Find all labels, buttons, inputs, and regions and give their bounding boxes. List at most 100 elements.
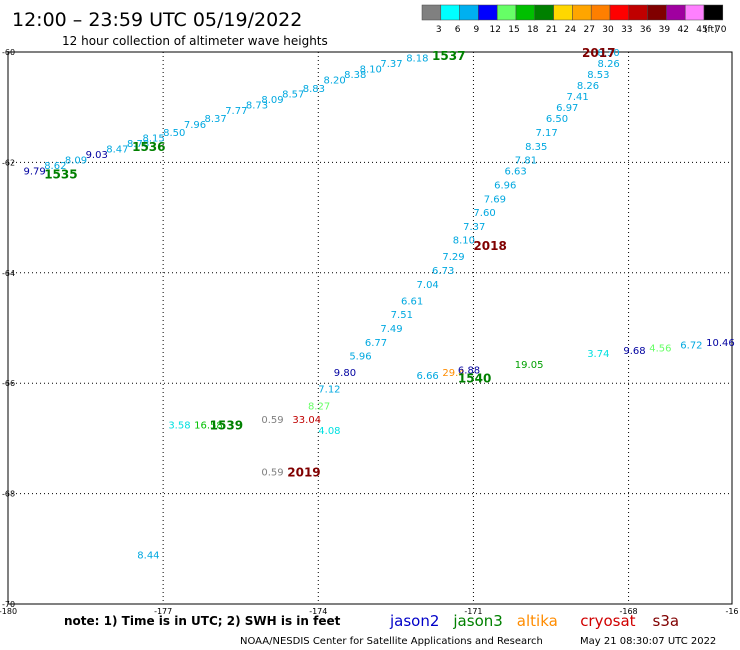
- wave-height-label: 8.53: [587, 70, 609, 81]
- wave-height-label: 3.74: [587, 349, 609, 360]
- colorbar-tick: 24: [565, 25, 577, 35]
- wave-height-points: 9.798.628.099.038.478.788.158.507.968.37…: [24, 48, 735, 561]
- wave-height-label: 4.56: [649, 343, 671, 354]
- satellite-legend-item: cryosat: [580, 612, 635, 630]
- wave-height-label: 3.58: [168, 421, 190, 432]
- wave-height-label: 8.18: [406, 54, 428, 65]
- colorbar-swatch: [609, 4, 630, 21]
- x-tick-label: -174: [309, 607, 327, 616]
- wave-height-label: 8.15: [142, 134, 164, 145]
- satellite-legend-item: s3a: [653, 612, 680, 630]
- wave-height-label: 4.08: [318, 426, 340, 437]
- colorbar-swatch: [703, 4, 724, 21]
- wave-height-label: 7.96: [184, 120, 206, 131]
- pass-number-label: 1537: [432, 49, 465, 63]
- wave-height-label: 29.4: [442, 368, 464, 379]
- colorbar-swatch: [534, 4, 554, 21]
- pass-number-label: 2019: [287, 466, 320, 480]
- wave-height-label: 7.37: [380, 59, 402, 70]
- colorbar-tick: 45: [696, 25, 707, 35]
- wave-height-label: 8.73: [246, 100, 268, 111]
- wave-height-label: 8.83: [303, 84, 325, 95]
- colorbar-legend: 3 6 9 12 15 18 21 24 27 30 33 36 39 42 45 70: [421, 4, 727, 35]
- wave-height-label: 8.57: [282, 89, 304, 100]
- footer-credit: NOAA/NESDIS Center for Satellite Applica…: [240, 636, 543, 647]
- wave-height-label: 8.20: [323, 76, 345, 87]
- colorbar-swatch: [684, 4, 705, 21]
- wave-height-label: 7.29: [442, 252, 464, 263]
- colorbar-tick: 27: [583, 25, 594, 35]
- colorbar-swatch: [421, 4, 442, 21]
- colorbar-tick: 3: [436, 25, 442, 35]
- wave-height-label: 7.04: [417, 280, 439, 291]
- wave-height-label: 7.37: [463, 222, 485, 233]
- chart-subtitle: 12 hour collection of altimeter wave hei…: [62, 34, 328, 48]
- wave-height-label: 8.50: [163, 128, 185, 139]
- wave-height-label: 6.72: [680, 341, 702, 352]
- y-tick-label: -68: [2, 490, 15, 499]
- colorbar-swatch: [478, 4, 498, 21]
- wave-height-label: 9.80: [334, 368, 356, 379]
- y-tick-label: -60: [2, 48, 15, 57]
- colorbar-tick: 6: [455, 25, 461, 35]
- satellite-legend-item: jason3: [452, 612, 502, 630]
- y-tick-label: -64: [2, 269, 15, 278]
- wave-height-label: 7.17: [535, 128, 557, 139]
- y-tick-label: -62: [2, 158, 15, 167]
- plot-frame: [7, 51, 733, 605]
- wave-height-label: 0.59: [261, 468, 283, 479]
- wave-height-label: 8.26: [598, 59, 620, 70]
- wave-height-label: 5.96: [349, 352, 371, 363]
- wave-height-label: 7.81: [515, 156, 537, 167]
- pass-labels: 1535 1536 1537 1539 1540 2017 2018 2019: [44, 46, 615, 480]
- colorbar-swatch: [459, 4, 479, 21]
- wave-height-label: 8.78: [127, 139, 149, 150]
- wave-height-label: 9.68: [623, 346, 645, 357]
- wave-height-label: 8.47: [106, 145, 128, 156]
- satellite-legend-item: altika: [517, 612, 558, 630]
- wave-height-label: 7.49: [380, 324, 402, 335]
- pass-number-label: 1536: [132, 140, 165, 154]
- wave-height-label: 7.51: [391, 310, 413, 321]
- wave-height-label: 8.37: [205, 114, 227, 125]
- wave-height-label: 6.96: [494, 180, 516, 191]
- x-tick-label: -180: [0, 607, 17, 616]
- colorbar-swatch: [590, 4, 611, 21]
- colorbar-tick: 33: [621, 25, 632, 35]
- colorbar-swatch: [572, 4, 592, 21]
- colorbar-swatch: [515, 4, 536, 21]
- pass-number-label: 1540: [458, 372, 491, 386]
- wave-height-label: 7.41: [567, 92, 589, 103]
- pass-number-label: 2017: [582, 46, 615, 60]
- wave-height-label: 7.69: [484, 194, 506, 205]
- colorbar-swatch: [647, 4, 667, 21]
- colorbar-tick: 70: [715, 25, 727, 35]
- satellite-legend-item: jason2: [389, 612, 439, 630]
- grid-lines: [8, 52, 732, 604]
- wave-height-label: 7.60: [473, 208, 495, 219]
- wave-height-label: 16.58: [194, 421, 223, 432]
- wave-height-label: 10.46: [706, 338, 735, 349]
- wave-height-label: 19.05: [515, 360, 544, 371]
- satellite-legend: jason2 jason3 altika cryosat s3a: [389, 612, 679, 630]
- colorbar-swatch: [440, 4, 460, 21]
- colorbar-tick: 30: [602, 25, 614, 35]
- wave-height-label: 6.66: [417, 371, 439, 382]
- colorbar-tick: 21: [546, 25, 557, 35]
- wave-height-label: 7.77: [225, 106, 247, 117]
- wave-height-label: 6.97: [556, 103, 578, 114]
- pass-number-label: 1535: [44, 167, 77, 181]
- footer-timestamp: May 21 08:30:07 UTC 2022: [580, 636, 716, 647]
- y-tick-label: -66: [2, 379, 15, 388]
- colorbar-tick: 15: [508, 25, 519, 35]
- wave-height-label: 8.38: [344, 70, 366, 81]
- pass-number-label: 2018: [473, 239, 506, 253]
- wave-height-label: 8.30: [598, 48, 620, 59]
- wave-height-label: 6.88: [458, 365, 480, 376]
- wave-height-label: 7.12: [318, 385, 340, 396]
- wave-height-label: 8.35: [525, 142, 547, 153]
- wave-height-label: 8.62: [44, 161, 66, 172]
- colorbar-tick: 42: [677, 25, 688, 35]
- wave-height-label: 6.63: [504, 167, 526, 178]
